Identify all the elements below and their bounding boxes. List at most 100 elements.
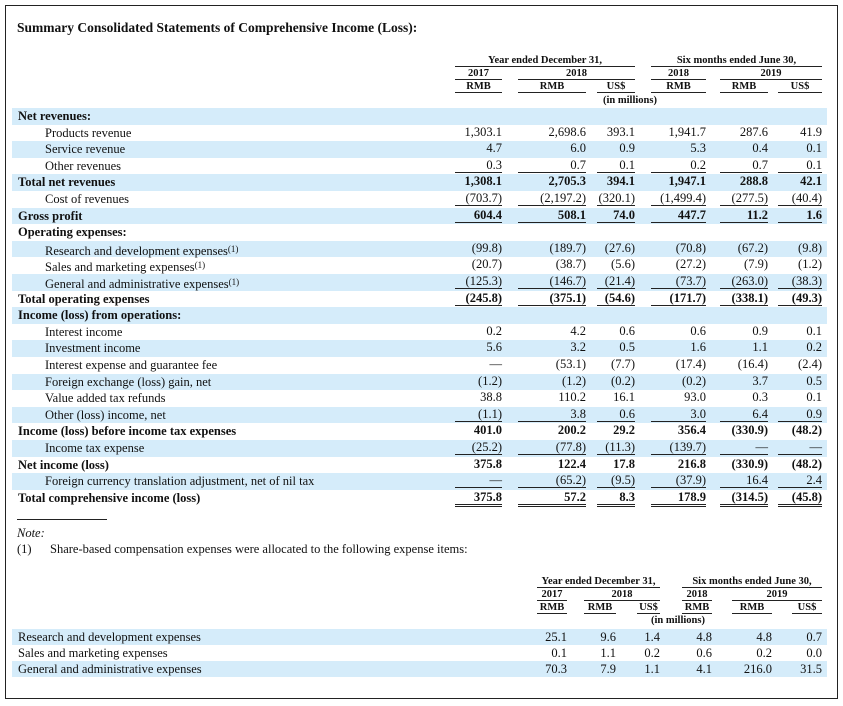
value-cell: (146.7) — [518, 274, 586, 289]
value-cell: 1.6 — [690, 340, 706, 355]
row-label-text: Interest income — [45, 324, 123, 339]
table-row: Income (loss) before income tax expenses… — [12, 423, 827, 440]
value-cell: 0.6 — [690, 323, 706, 338]
row-label: Products revenue — [45, 125, 131, 142]
table-row: Research and development expenses 25.1 9.6… — [12, 629, 827, 645]
table-row: Sales and marketing expenses(1) (20.7) (38… — [12, 257, 827, 274]
table-row: Foreign exchange (loss) gain, net (1.2) (1… — [12, 373, 827, 391]
row-label: Other revenues — [45, 158, 121, 175]
value-cell: 375.8 — [455, 490, 502, 507]
row-label: Value added tax refunds — [45, 390, 165, 407]
value-cell: (1,499.4) — [651, 191, 706, 206]
table-row: Net income (loss) 375.8 122.4 17.8 216.8 (330… — [12, 457, 827, 474]
value-cell: 216.8 — [677, 456, 706, 471]
header-year-ended: Year ended December 31, — [537, 576, 660, 588]
row-label-text: Income (loss) before income tax expenses — [18, 424, 237, 439]
value-cell: (330.9) — [731, 456, 768, 471]
value-cell: 178.9 — [651, 490, 706, 507]
value-cell: (48.2) — [791, 456, 822, 471]
header-rmb: RMB — [682, 602, 712, 614]
table-row: Investment income 5.6 3.2 0.5 1.6 1.1 0.2 — [12, 340, 827, 357]
value-cell: 0.2 — [756, 646, 772, 660]
value-cell: (54.6) — [597, 291, 635, 306]
value-cell: 0.6 — [619, 323, 635, 338]
value-cell: 17.8 — [613, 456, 635, 471]
row-label-text: Products revenue — [45, 125, 132, 140]
row-label: General and administrative expenses — [18, 662, 202, 676]
value-cell: (20.7) — [471, 257, 502, 272]
header-rmb: RMB — [455, 81, 502, 93]
value-cell: (70.8) — [675, 240, 706, 255]
table-row: Net revenues: — [12, 108, 827, 125]
value-cell: (2.4) — [798, 357, 822, 371]
table-row: Other (loss) income, net (1.1) 3.8 0.6 3.0 6.… — [12, 406, 827, 424]
header-usd: US$ — [597, 81, 635, 93]
row-label: Net revenues: — [18, 108, 91, 125]
value-cell: 3.7 — [752, 373, 768, 388]
value-cell: (9.5) — [597, 473, 635, 489]
value-cell: (1.2) — [562, 373, 586, 388]
header-h2018: 2018 — [651, 68, 706, 80]
value-cell: 16.1 — [613, 390, 635, 405]
value-cell: 393.1 — [606, 124, 635, 139]
value-cell: (16.4) — [737, 357, 768, 371]
header-2017: 2017 — [537, 589, 567, 601]
row-label: Interest income — [45, 324, 122, 341]
value-cell: (314.5) — [720, 490, 768, 507]
table-row: Other revenues 0.3 0.7 0.1 0.2 0.7 0.1 — [12, 158, 827, 175]
value-cell: 0.4 — [752, 141, 768, 156]
value-cell: (49.3) — [778, 291, 822, 306]
table-row: Total net revenues 1,308.1 2,705.3 394.1 1,9… — [12, 174, 827, 191]
row-label: Service revenue — [45, 141, 125, 158]
table-row: Interest income 0.2 4.2 0.6 0.6 0.9 0.1 — [12, 324, 827, 341]
table-row: Value added tax refunds 38.8 110.2 16.1 93.0… — [12, 390, 827, 407]
value-cell: 356.4 — [677, 423, 706, 438]
row-label: Sales and marketing expenses(1) — [45, 257, 205, 276]
value-cell: — — [720, 440, 768, 455]
value-cell: 0.6 — [597, 407, 635, 422]
row-label: Gross profit — [18, 208, 82, 225]
header-rmb: RMB — [732, 602, 772, 614]
value-cell: (53.1) — [555, 357, 586, 371]
row-label-text: Sales and marketing expenses — [45, 260, 195, 275]
value-cell: 0.2 — [651, 158, 706, 173]
value-cell: 29.2 — [613, 423, 635, 438]
footnote-ref: (1) — [228, 277, 240, 287]
row-label: Sales and marketing expenses — [18, 646, 168, 660]
row-label: Research and development expenses — [18, 630, 201, 644]
value-cell: 0.1 — [806, 323, 822, 338]
value-cell: 1,947.1 — [668, 174, 707, 189]
value-cell: 1.1 — [644, 662, 660, 676]
row-label: Operating expenses: — [18, 224, 127, 241]
value-cell: (7.7) — [611, 357, 635, 371]
value-cell: (277.5) — [720, 191, 768, 206]
row-label: Total net revenues — [18, 174, 115, 191]
header-usd: US$ — [792, 602, 822, 614]
row-label-text: Foreign exchange (loss) gain, net — [45, 374, 212, 389]
value-cell: (99.8) — [471, 240, 502, 255]
value-cell: 200.2 — [557, 423, 586, 438]
footnote-ref: (1) — [194, 260, 206, 271]
row-label: Income (loss) from operations: — [18, 307, 181, 324]
value-cell: (1.2) — [478, 373, 502, 388]
value-cell: 0.7 — [518, 158, 586, 173]
value-cell: 7.9 — [600, 662, 616, 676]
value-cell: 394.1 — [606, 174, 635, 189]
header-in-millions: (in millions) — [651, 615, 705, 626]
table-row: Total operating expenses (245.8) (375.1) (5… — [12, 291, 827, 308]
value-cell: (25.2) — [455, 440, 502, 455]
value-cell: 70.3 — [545, 662, 567, 676]
value-cell: (11.3) — [597, 440, 635, 455]
value-cell: 0.2 — [644, 646, 660, 660]
row-label-text: Operating expenses: — [18, 225, 127, 240]
value-cell: (17.4) — [675, 357, 706, 371]
value-cell: 0.7 — [720, 158, 768, 173]
row-label-text: Income tax expense — [45, 441, 145, 455]
value-cell: (45.8) — [778, 490, 822, 507]
value-cell: 3.0 — [651, 407, 706, 422]
value-cell: (5.6) — [611, 257, 635, 272]
header-usd: US$ — [778, 81, 822, 93]
row-label-text: Total net revenues — [18, 175, 116, 190]
value-cell: 0.1 — [806, 141, 822, 156]
value-cell: (7.9) — [744, 257, 768, 272]
